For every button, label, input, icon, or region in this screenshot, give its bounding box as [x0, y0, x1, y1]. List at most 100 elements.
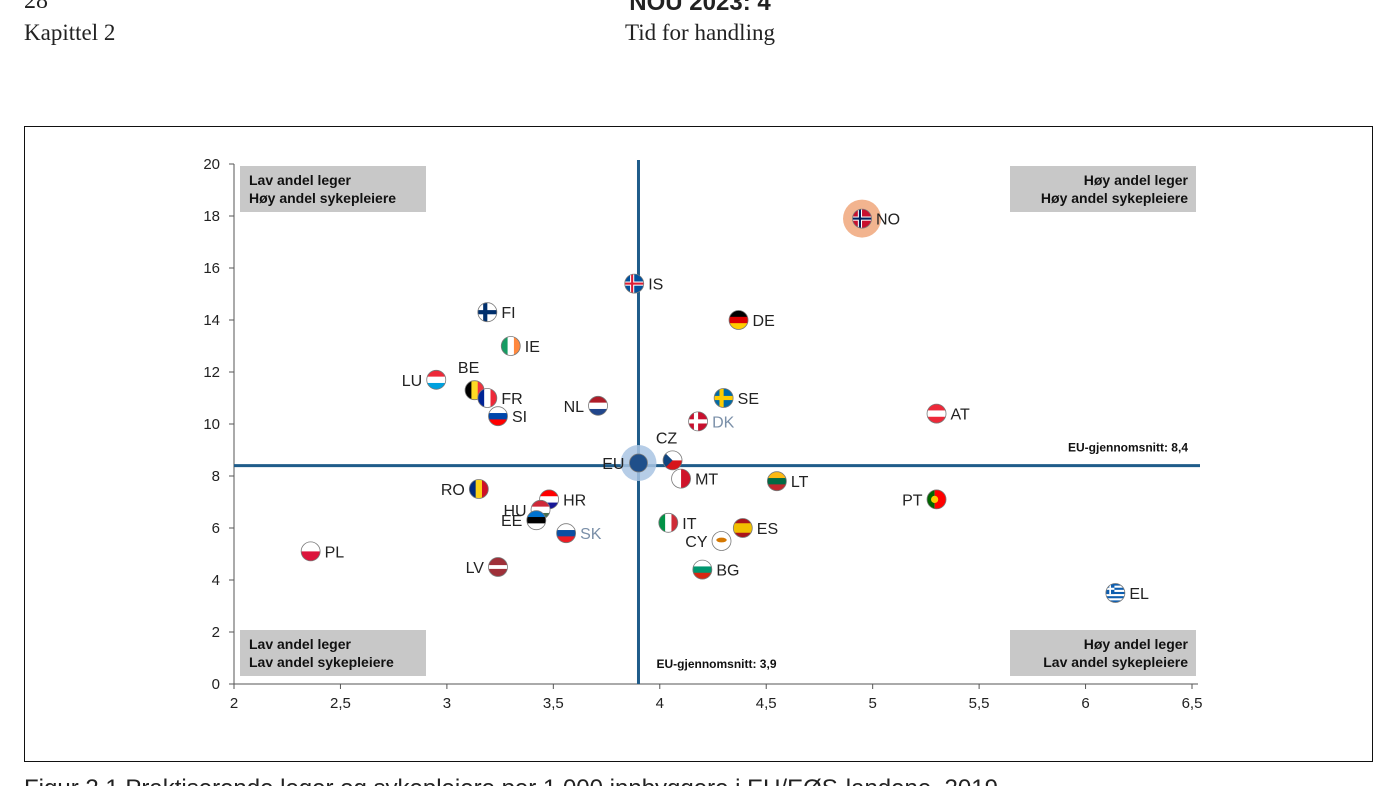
- point-label: BG: [716, 563, 739, 580]
- quadrant-label-bottom-left: Lav andel sykepleiere: [249, 654, 394, 670]
- point-label: FR: [501, 391, 522, 408]
- data-point-it: IT: [658, 512, 697, 533]
- flag-be: [465, 380, 485, 400]
- eu-average-y-label: EU-gjennomsnitt: 8,4: [1068, 441, 1188, 455]
- point-label: ES: [757, 521, 778, 538]
- flag-lv: [488, 557, 508, 577]
- data-point-ro: RO: [441, 479, 489, 499]
- quadrant-box-top-left: [240, 166, 426, 212]
- point-label: DE: [753, 313, 775, 330]
- point-label: IE: [525, 339, 540, 356]
- y-tick-label: 10: [203, 416, 220, 433]
- data-point-de: DE: [728, 310, 775, 330]
- quadrant-label-top-left: Høy andel sykepleiere: [249, 190, 396, 206]
- x-tick-label: 6: [1081, 695, 1089, 712]
- caption-text: Figur 2.1 Praktiserende leger og sykeple…: [24, 775, 998, 786]
- data-point-el: EL: [1105, 583, 1149, 603]
- point-label: PL: [325, 544, 345, 561]
- data-point-sk: SK: [556, 523, 602, 543]
- flag-ee: [526, 510, 546, 530]
- point-label: CY: [685, 534, 708, 551]
- data-point-no: NO: [843, 199, 900, 238]
- data-point-es: ES: [732, 518, 778, 538]
- point-label: HU: [503, 503, 526, 520]
- y-tick-label: 6: [212, 520, 220, 537]
- flag-dk: [688, 411, 708, 431]
- quadrant-label-top-right: Høy andel leger: [1084, 172, 1189, 188]
- flag-it: [658, 513, 678, 533]
- flag-si: [488, 406, 508, 426]
- data-point-si: SI: [488, 406, 527, 426]
- y-tick-label: 2: [212, 624, 220, 641]
- flag-lu: [426, 370, 446, 390]
- data-point-be: BE: [458, 360, 485, 401]
- data-point-ee: EE: [501, 510, 547, 530]
- data-point-fi: FI: [477, 302, 516, 322]
- quadrant-labels: Lav andel leger Høy andel sykepleiere Høy …: [240, 166, 1196, 676]
- point-label: LT: [791, 474, 809, 491]
- data-point-lu: LU: [402, 369, 447, 390]
- point-label: NO: [876, 212, 900, 229]
- x-tick-label: 4: [656, 695, 664, 712]
- y-tick-label: 18: [203, 208, 220, 225]
- quadrant-label-top-right: Høy andel sykepleiere: [1041, 190, 1188, 206]
- point-label: SK: [580, 526, 602, 543]
- data-point-cy: CY: [685, 531, 732, 551]
- point-label: BE: [458, 360, 479, 377]
- x-tick-label: 5: [868, 695, 876, 712]
- point-label: SE: [738, 391, 759, 408]
- data-point-at: AT: [926, 403, 970, 424]
- flag-bg: [692, 560, 712, 580]
- flag-pt: [927, 489, 947, 509]
- flag-cy: [712, 531, 732, 551]
- page-number: 28: [24, 0, 48, 14]
- point-label: CZ: [656, 430, 678, 447]
- data-point-bg: BG: [692, 559, 739, 580]
- point-label: EE: [501, 513, 522, 530]
- point-label: IT: [682, 516, 696, 533]
- data-point-is: IS: [624, 273, 663, 294]
- x-tick-label: 2: [230, 695, 238, 712]
- flag-is: [624, 274, 644, 294]
- figure-caption: Figur 2.1 Praktiserende leger og sykeple…: [24, 772, 1324, 786]
- point-label: MT: [695, 472, 718, 489]
- flag-sk: [556, 523, 576, 543]
- report-title: Tid for handling: [625, 20, 775, 45]
- flag-eu: [629, 454, 648, 472]
- quadrant-label-bottom-left: Lav andel leger: [249, 636, 351, 652]
- data-point-dk: DK: [688, 411, 735, 431]
- data-point-mt: MT: [671, 468, 718, 489]
- flag-el: [1105, 583, 1125, 603]
- quadrant-label-top-left: Lav andel leger: [249, 172, 351, 188]
- y-tick-label: 4: [212, 572, 220, 589]
- quadrant-box-bottom-left: [240, 630, 426, 676]
- y-tick-label: 14: [203, 312, 220, 329]
- flag-ie: [501, 336, 521, 356]
- point-label: EU: [602, 456, 624, 473]
- quadrant-label-bottom-right: Høy andel leger: [1084, 636, 1189, 652]
- point-label: IS: [648, 277, 663, 294]
- point-label: SI: [512, 409, 527, 426]
- data-points: NO IS FI DE IE LU BE FR SE NL AT SI DK EU CZ MT LT RO PT HR…: [300, 199, 1149, 603]
- x-tick-label: 3,5: [543, 695, 564, 712]
- point-label: HR: [563, 492, 586, 509]
- point-label: LU: [402, 373, 422, 390]
- data-point-se: SE: [713, 388, 759, 408]
- flag-lt: [767, 471, 787, 491]
- point-label: DK: [712, 414, 735, 431]
- flag-se: [714, 388, 734, 408]
- flag-ro: [469, 479, 489, 499]
- point-label: PT: [902, 492, 923, 509]
- data-point-lt: LT: [766, 471, 809, 491]
- x-tick-label: 5,5: [969, 695, 990, 712]
- reference-lines: EU-gjennomsnitt: 3,9 EU-gjennomsnitt: 8,4: [234, 160, 1200, 684]
- point-label: FI: [501, 305, 515, 322]
- report-number: NOU 2023: 4: [629, 0, 771, 16]
- flag-cz: [663, 450, 683, 470]
- data-point-cz: CZ: [656, 430, 683, 471]
- data-point-pt: PT: [902, 489, 947, 509]
- flag-fr: [477, 388, 497, 408]
- point-label: RO: [441, 482, 465, 499]
